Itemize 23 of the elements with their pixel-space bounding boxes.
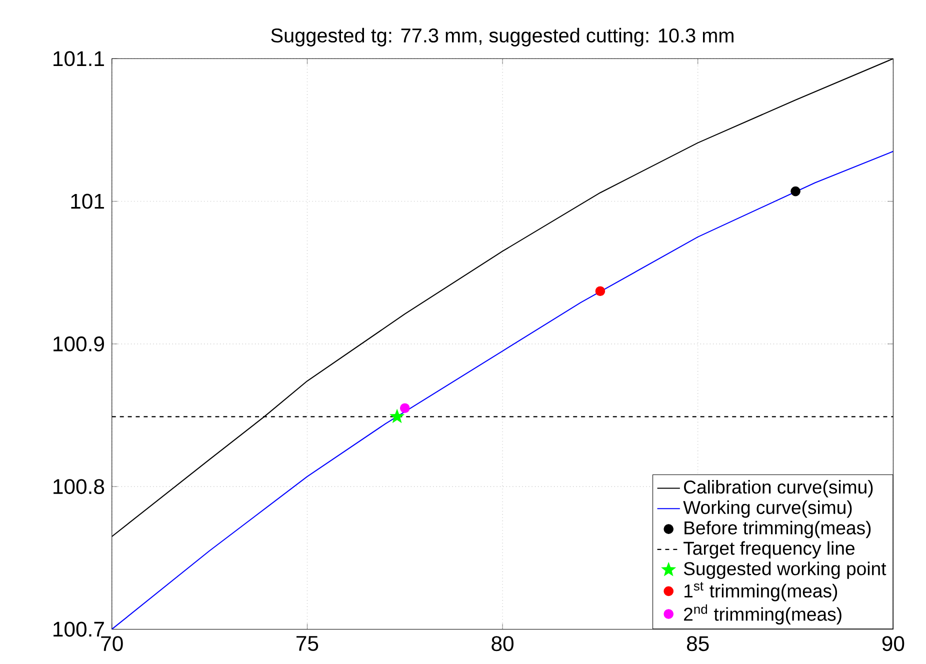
legend-label: Calibration curve(simu): [684, 480, 873, 498]
line-series: [112, 150, 894, 630]
y-tick-label: 101.1: [54, 51, 104, 66]
legend-label: Working curve(simu): [683, 500, 852, 518]
y-tick-label: 101: [71, 194, 104, 209]
legend-label: Suggested working point: [684, 562, 886, 579]
point: [595, 286, 606, 296]
chart-title: Suggested tg: 77.3 mm, suggested cutting: 10.3 mm: [271, 28, 734, 46]
point: [790, 186, 800, 196]
point: [400, 403, 410, 414]
legend-label: Before trimming(meas): [684, 520, 871, 538]
y-tick-label: 100.8: [54, 479, 104, 494]
x-tick-label: 90: [882, 636, 904, 652]
y-tick-label: 100.9: [54, 336, 104, 352]
x-tick-label: 70: [101, 636, 123, 652]
legend-label: Target frequency line: [684, 541, 854, 559]
legend-label: 2$^{nd}$ trimming(meas): [684, 604, 842, 625]
x-tick-label: 80: [492, 636, 514, 652]
x-tick-label: 75: [296, 636, 318, 651]
y-tick-label: 100.7: [54, 622, 104, 637]
point: [390, 408, 405, 424]
legend-label: 1$^{st}$ trimming(meas): [684, 582, 838, 602]
x-tick-label: 85: [686, 636, 709, 652]
